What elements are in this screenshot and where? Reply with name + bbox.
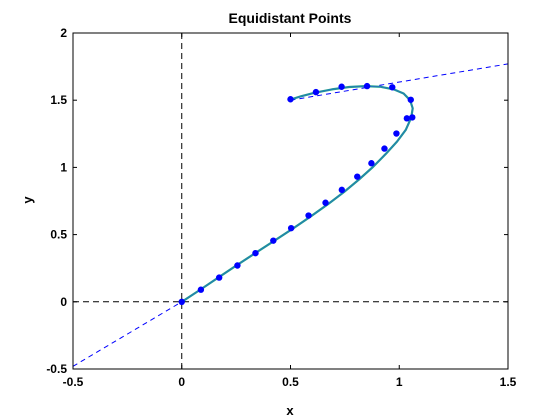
y-tick-label: 2 xyxy=(60,26,67,40)
x-tick-label: 0 xyxy=(178,375,185,389)
y-axis-ticks: -0.5 0 0.5 1 1.5 2 xyxy=(46,26,508,376)
data-point xyxy=(287,224,295,232)
y-tick-label: 1 xyxy=(60,160,67,174)
data-point xyxy=(252,249,259,257)
y-axis-label: y xyxy=(20,196,35,204)
y-tick-label: 0 xyxy=(60,295,67,309)
y-tick-label: 1.5 xyxy=(50,93,67,107)
data-point xyxy=(393,130,400,137)
data-point xyxy=(381,145,388,152)
data-point xyxy=(338,83,345,90)
x-axis-ticks: -0.5 0 0.5 1 1.5 xyxy=(63,33,517,389)
reference-lines-layer xyxy=(72,63,509,367)
chart-title: Equidistant Points xyxy=(229,10,352,26)
curve-line-core xyxy=(181,85,414,303)
data-point xyxy=(178,298,185,305)
data-point xyxy=(354,173,361,180)
data-point xyxy=(403,115,411,122)
data-point xyxy=(215,274,223,281)
x-tick-label: 1 xyxy=(396,375,403,389)
data-point xyxy=(407,96,414,103)
x-axis-label: x xyxy=(286,403,294,418)
data-point xyxy=(234,262,241,269)
x-tick-label: -0.5 xyxy=(63,375,84,389)
data-point xyxy=(305,212,312,219)
curve-layer xyxy=(181,84,414,303)
data-point xyxy=(270,237,277,244)
data-point xyxy=(409,114,416,121)
x-tick-label: 0.5 xyxy=(282,375,299,389)
data-point xyxy=(312,88,320,96)
data-point xyxy=(363,82,371,90)
y-tick-label: -0.5 xyxy=(46,362,67,376)
data-point xyxy=(389,84,396,91)
data-point xyxy=(368,160,375,167)
data-point xyxy=(287,96,294,103)
plot-area xyxy=(73,33,508,369)
axis-lines-layer xyxy=(73,33,508,369)
data-point xyxy=(322,199,329,206)
x-tick-label: 1.5 xyxy=(500,375,517,389)
data-point xyxy=(197,286,205,293)
end-tangent-dashed-line xyxy=(290,63,509,101)
data-point xyxy=(338,186,346,194)
points-layer xyxy=(178,82,416,305)
start-tangent-dashed-line xyxy=(72,301,183,367)
y-tick-label: 0.5 xyxy=(50,228,67,242)
